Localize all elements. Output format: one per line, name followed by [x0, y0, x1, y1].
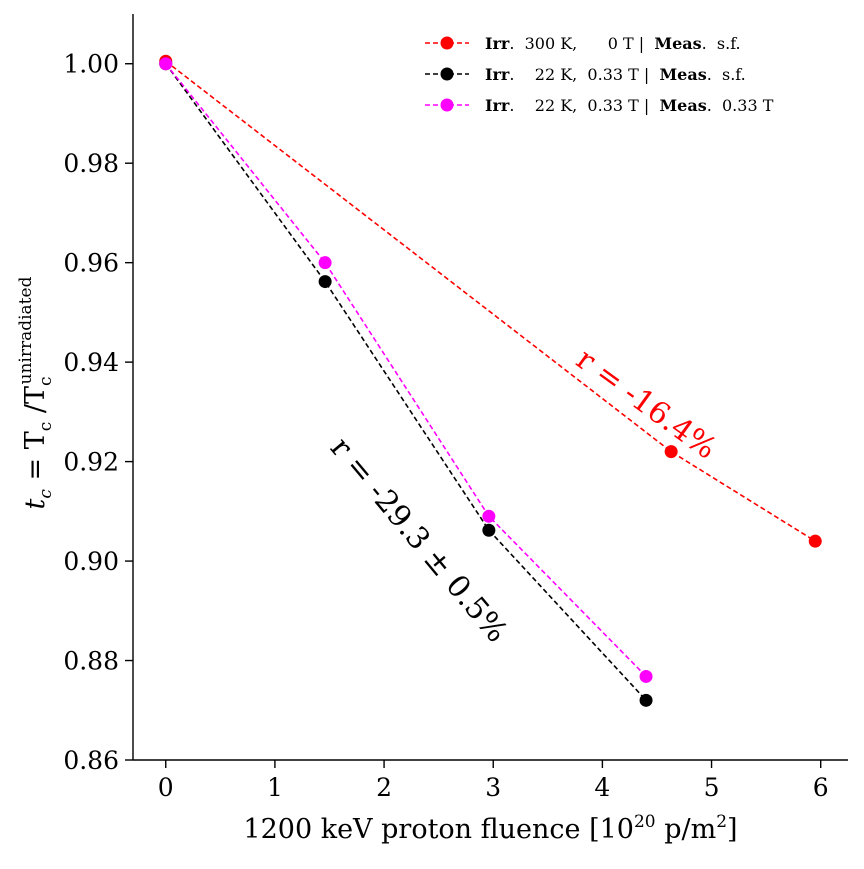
annotation-0: r = -16.4%: [570, 342, 723, 467]
legend: Irr. 300 K, 0 T | Meas. s.f.Irr. 22 K, 0…: [425, 34, 774, 115]
series-1-point-2: [482, 523, 496, 537]
legend-label-0-irr-detail: . 300 K, 0 T |: [509, 34, 654, 53]
legend-marker-0: [440, 36, 454, 50]
legend-label-1-irr: Irr: [485, 65, 510, 84]
y-axis-title: tc = Tc /Tcunirradiated: [16, 276, 56, 509]
x-axis-title-close: ]: [727, 814, 738, 845]
y-axis-title-t-sub: c: [36, 489, 56, 499]
series-1-point-3: [639, 693, 653, 707]
series-1-point-1: [318, 275, 332, 289]
annotation-layer: r = -16.4% r = -29.3 ± 0.5%: [323, 342, 723, 649]
series-2-point-2: [482, 509, 496, 523]
legend-label-1-meas-detail: . s.f.: [707, 65, 746, 84]
legend-label-1: Irr. 22 K, 0.33 T | Meas. s.f.: [485, 65, 746, 84]
y-tick-label-1: 0.88: [63, 647, 119, 676]
x-axis-title-exponent: 20: [634, 812, 656, 832]
legend-marker-2: [440, 98, 454, 112]
legend-label-2: Irr. 22 K, 0.33 T | Meas. 0.33 T: [485, 96, 774, 115]
x-tick-label-6: 6: [813, 773, 829, 802]
series-1-line: [165, 63, 647, 701]
legend-marker-1: [440, 67, 454, 81]
y-axis-title-t2-sub: c: [36, 422, 56, 432]
x-axis-title-unit-exponent: 2: [716, 812, 727, 832]
legend-label-2-meas: Meas: [659, 96, 706, 115]
series-2-point-1: [318, 256, 332, 270]
x-tick-label-4: 4: [594, 773, 610, 802]
x-axis-title-main: 1200 keV proton fluence [10: [243, 814, 634, 845]
series-0-line: [165, 60, 816, 542]
legend-label-0-meas: Meas: [654, 34, 701, 53]
legend-label-0: Irr. 300 K, 0 T | Meas. s.f.: [485, 34, 741, 53]
legend-label-1-irr-detail: . 22 K, 0.33 T |: [509, 65, 659, 84]
y-tick-label-6: 0.98: [63, 149, 119, 178]
x-tick-label-2: 2: [376, 773, 392, 802]
series-0-point-2: [808, 534, 822, 548]
x-tick-label-0: 0: [158, 773, 174, 802]
y-tick-label-5: 0.96: [63, 249, 119, 278]
legend-label-2-irr-detail: . 22 K, 0.33 T |: [509, 96, 659, 115]
x-tick-label-3: 3: [485, 773, 501, 802]
y-axis-title-t: t: [20, 498, 51, 509]
series-layer: [159, 54, 822, 707]
legend-label-2-meas-detail: . 0.33 T: [707, 96, 774, 115]
y-tick-label-2: 0.90: [63, 547, 119, 576]
y-tick-label-7: 1.00: [63, 50, 119, 79]
y-axis-title-t3-sup: unirradiated: [16, 276, 36, 384]
axes-layer: 0 1 2 3 4 5 6 0.86 0.88 0.90 0.92 0.94 0.96 0.98 1.00 1…: [16, 14, 848, 845]
y-tick-label-3: 0.92: [63, 448, 119, 477]
x-tick-label-1: 1: [267, 773, 283, 802]
y-tick-label-0: 0.86: [63, 746, 119, 775]
series-2-point-3: [639, 669, 653, 683]
y-tick-label-4: 0.94: [63, 348, 119, 377]
x-axis-title-unit: p/m: [656, 814, 717, 845]
series-2-point-0: [159, 57, 173, 71]
x-tick-label-5: 5: [704, 773, 720, 802]
y-axis-title-t3-sub: c: [36, 377, 56, 387]
y-axis-title-eq: = T: [20, 431, 51, 489]
series-0-point-1: [664, 445, 678, 459]
annotation-1: r = -29.3 ± 0.5%: [323, 431, 514, 650]
legend-label-1-meas: Meas: [659, 65, 706, 84]
legend-label-2-irr: Irr: [485, 96, 510, 115]
legend-label-0-irr: Irr: [485, 34, 510, 53]
legend-label-0-meas-detail: . s.f.: [702, 34, 741, 53]
y-axis-title-slash: /T: [20, 386, 51, 422]
x-axis-title: 1200 keV proton fluence [1020 p/m2]: [243, 812, 737, 845]
